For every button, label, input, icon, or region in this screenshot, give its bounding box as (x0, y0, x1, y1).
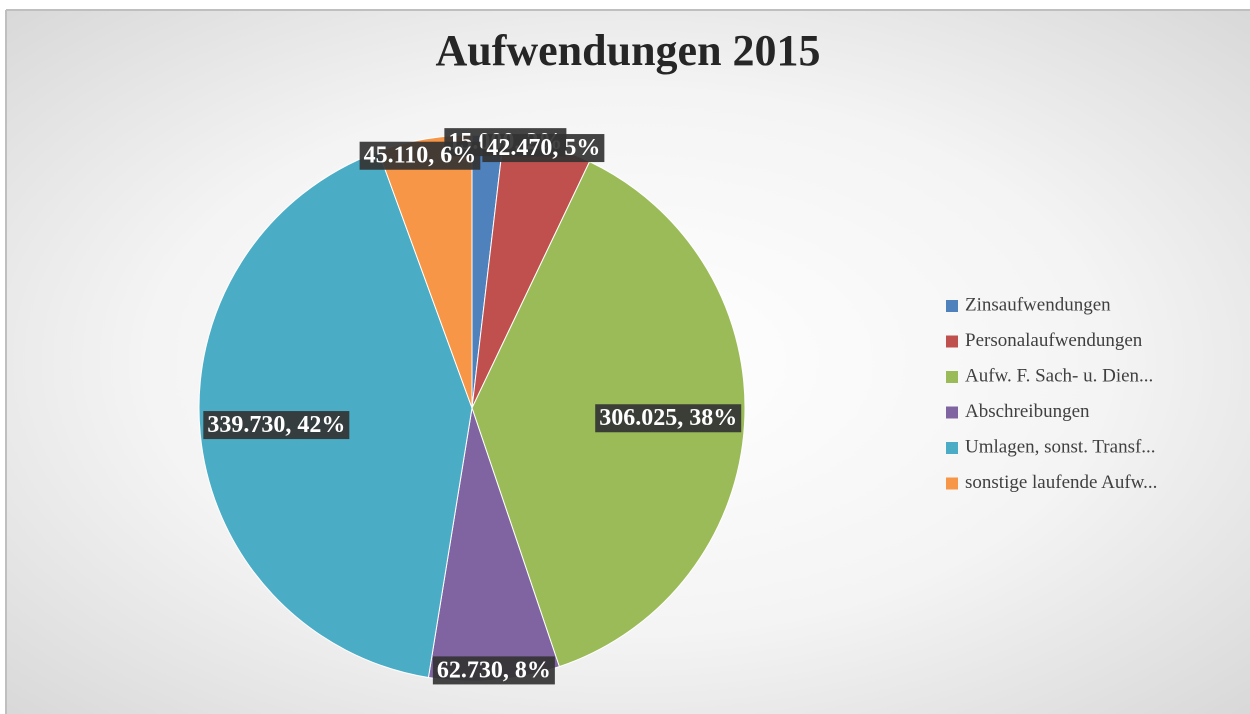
legend-label: Abschreibungen (965, 401, 1090, 422)
data-label: 306.025, 38% (599, 405, 737, 431)
legend-swatch (946, 442, 958, 454)
data-label: 339.730, 42% (207, 412, 345, 438)
legend-label: Umlagen, sonst. Transf... (965, 436, 1156, 457)
data-label-box (432, 656, 555, 685)
data-label: 45.110, 6% (364, 143, 477, 169)
legend-swatch (946, 300, 958, 312)
legend-swatch (946, 477, 958, 490)
legend-label: Aufw. F. Sach- u. Dien... (965, 365, 1153, 386)
legend-swatch (946, 335, 958, 348)
legend-swatch (946, 406, 958, 419)
data-label: 62.730, 8% (437, 657, 551, 683)
data-label-box (203, 411, 350, 440)
data-label-box (359, 141, 481, 170)
data-label-box (595, 404, 742, 433)
legend-label: sonstige laufende Aufw... (965, 472, 1157, 493)
legend-label: Zinsaufwendungen (965, 294, 1111, 315)
chart-title: Aufwendungen 2015 (435, 26, 820, 75)
legend-label: Personalaufwendungen (965, 330, 1143, 351)
data-label: 42.470, 5% (486, 135, 600, 161)
data-label-box (482, 134, 605, 163)
legend-swatch (946, 371, 958, 383)
